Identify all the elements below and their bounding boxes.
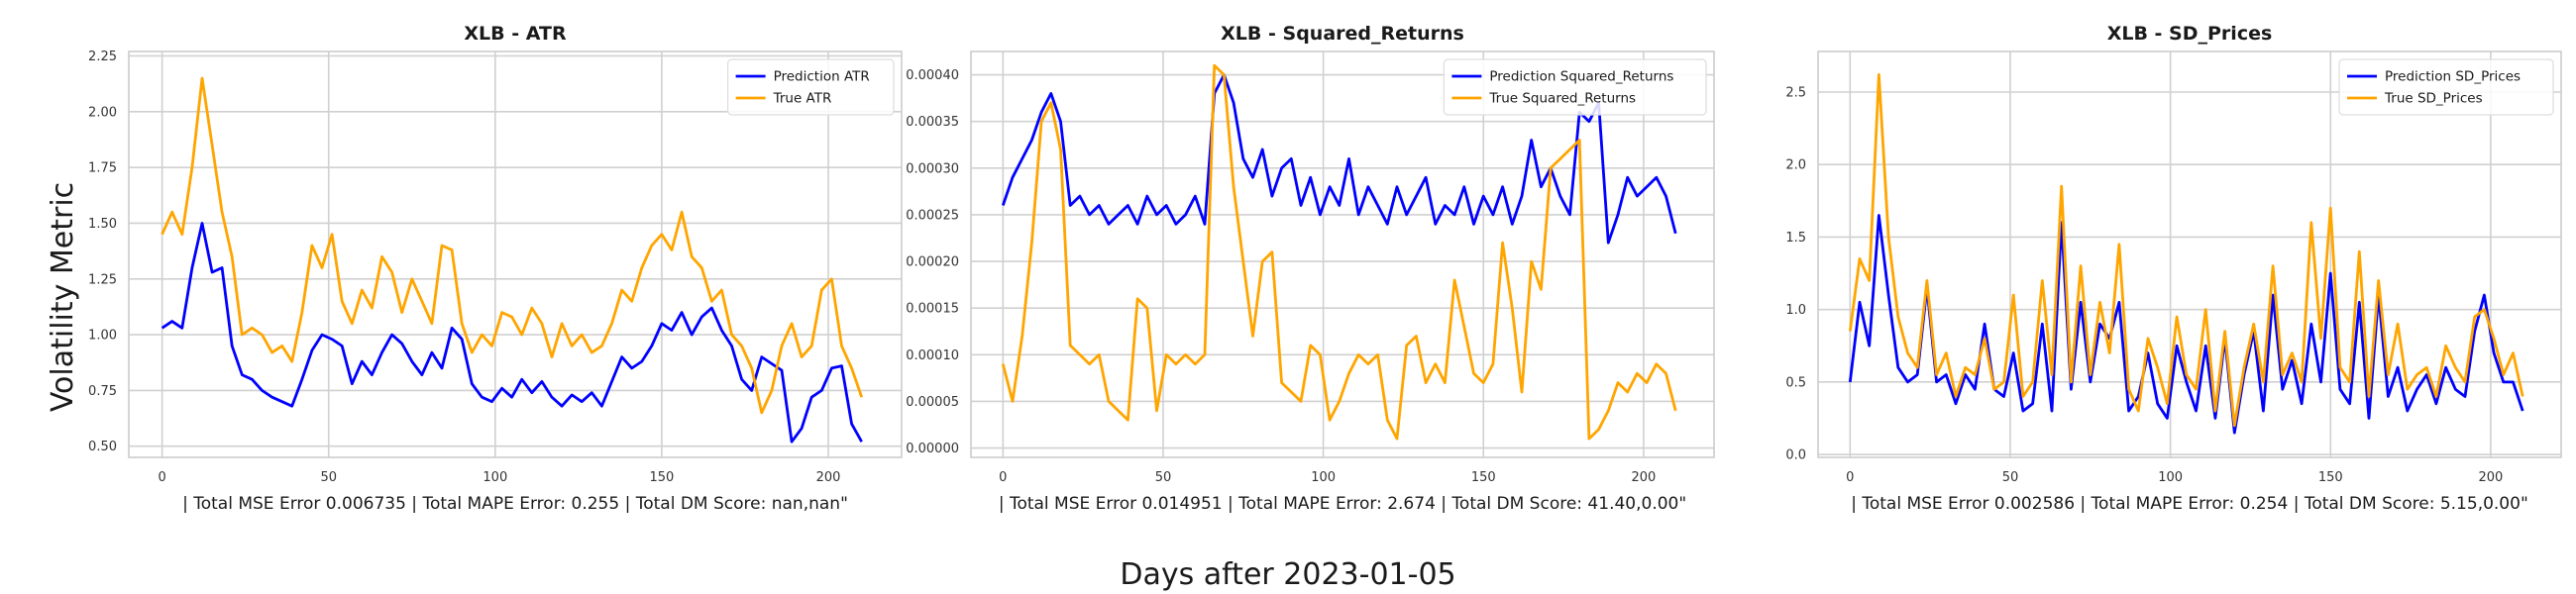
x-axis-label: | Total MSE Error 0.014951 | Total MAPE …	[999, 494, 1686, 514]
y-tick-label: 2.00	[88, 105, 117, 120]
plot-frame	[1817, 50, 2562, 458]
y-tick-label: 0.00010	[906, 348, 959, 363]
y-tick-label: 0.00035	[906, 115, 959, 130]
y-tick-label: 0.00030	[906, 161, 959, 176]
figure-ylabel: Volatility Metric	[46, 182, 80, 412]
x-tick-label: 150	[650, 470, 675, 485]
y-tick-label: 1.25	[88, 272, 117, 287]
plot-frame	[970, 50, 1715, 458]
y-tick-label: 2.25	[88, 50, 117, 64]
y-tick-label: 0.00005	[906, 395, 959, 410]
legend-label-1: Prediction ATR	[774, 69, 870, 85]
x-tick-label: 0	[158, 470, 165, 485]
x-tick-label: 100	[2158, 470, 2183, 485]
legend-label-1: Prediction Squared_Returns	[1489, 69, 1673, 85]
chart-panel-1: XLB - ATR 0 50 100 150 200 0.50 0.75 1.00 1.25 1.5…	[88, 23, 903, 514]
legend-label-2: True ATR	[773, 91, 832, 107]
x-tick-label: 0	[1846, 470, 1854, 485]
chart-title: XLB - Squared_Returns	[1221, 23, 1464, 45]
series-line-2	[1848, 73, 2524, 428]
chart-title: XLB - ATR	[464, 23, 567, 45]
y-tick-label: 1.50	[88, 217, 117, 232]
series-line-2	[1001, 63, 1677, 441]
chart-panel-2: XLB - Squared_Returns 0 50 100 150 200 0.00000…	[906, 23, 1715, 514]
y-tick-label: 2.5	[1785, 86, 1806, 101]
y-tick-label: 0.00015	[906, 302, 959, 317]
figure-supxlabel: Days after 2023-01-05	[1120, 557, 1455, 592]
series-line-2	[161, 76, 864, 415]
legend-box	[726, 58, 895, 116]
legend: Prediction SD_Prices True SD_Prices	[2338, 58, 2554, 116]
x-tick-label: 100	[483, 470, 507, 485]
legend-box	[1443, 58, 1707, 116]
y-tick-label: 1.5	[1785, 231, 1806, 246]
x-tick-label: 50	[320, 470, 337, 485]
x-tick-label: 50	[1155, 470, 1172, 485]
y-tick-label: 1.75	[88, 161, 117, 176]
x-axis-label: | Total MSE Error 0.006735 | Total MAPE …	[182, 494, 848, 514]
legend-label-2: True Squared_Returns	[1488, 91, 1636, 107]
legend: Prediction ATR True ATR	[726, 58, 895, 116]
x-tick-label: 50	[2002, 470, 2019, 485]
chart-title: XLB - SD_Prices	[2107, 23, 2273, 45]
x-tick-label: 200	[2478, 470, 2503, 485]
x-tick-label: 200	[816, 470, 841, 485]
series-line-1	[1848, 214, 2524, 435]
y-tick-label: 1.0	[1785, 303, 1806, 318]
series-line-1	[1001, 73, 1677, 245]
legend-label-2: True SD_Prices	[2384, 91, 2483, 107]
x-tick-label: 150	[1471, 470, 1496, 485]
y-tick-label: 0.5	[1785, 375, 1806, 390]
legend-label-1: Prediction SD_Prices	[2385, 69, 2521, 85]
x-tick-label: 150	[2318, 470, 2343, 485]
x-tick-label: 0	[999, 470, 1007, 485]
y-tick-label: 2.0	[1785, 158, 1806, 173]
x-axis-label: | Total MSE Error 0.002586 | Total MAPE …	[1851, 494, 2528, 514]
chart-panel-3: XLB - SD_Prices 0 50 100 150 200 0.0 0.5 1.0 1.5 2…	[1785, 23, 2562, 514]
series-line-1	[161, 222, 863, 444]
y-tick-label: 0.00000	[906, 442, 959, 456]
x-tick-label: 200	[1631, 470, 1656, 485]
y-tick-label: 0.00020	[906, 255, 959, 270]
y-tick-label: 0.00025	[906, 208, 959, 223]
legend: Prediction Squared_Returns True Squared_R…	[1443, 58, 1707, 116]
x-tick-label: 100	[1311, 470, 1336, 485]
y-tick-label: 0.75	[88, 384, 117, 399]
y-tick-label: 1.00	[88, 329, 117, 344]
legend-box	[2338, 58, 2554, 116]
y-tick-label: 0.00040	[906, 68, 959, 83]
plot-frame	[128, 50, 903, 458]
y-tick-label: 0.0	[1785, 448, 1806, 463]
y-tick-label: 0.50	[88, 440, 117, 454]
